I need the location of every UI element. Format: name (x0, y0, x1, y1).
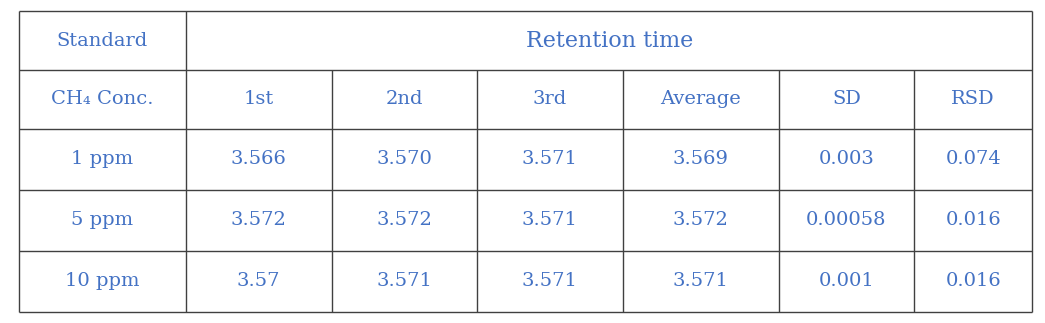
Text: 0.016: 0.016 (946, 272, 1001, 290)
Text: 0.074: 0.074 (946, 150, 1001, 168)
Text: 3.572: 3.572 (673, 211, 728, 229)
Text: 3.566: 3.566 (231, 150, 286, 168)
Text: 5 ppm: 5 ppm (71, 211, 134, 229)
Text: Average: Average (660, 90, 741, 108)
Text: 3.570: 3.570 (376, 150, 433, 168)
Text: 3.571: 3.571 (376, 272, 433, 290)
Text: RSD: RSD (951, 90, 995, 108)
Text: CH₄ Conc.: CH₄ Conc. (51, 90, 154, 108)
Text: 2nd: 2nd (386, 90, 423, 108)
Text: 3.571: 3.571 (521, 272, 578, 290)
Text: 0.016: 0.016 (946, 211, 1001, 229)
Text: 1 ppm: 1 ppm (71, 150, 134, 168)
Text: 3.569: 3.569 (673, 150, 728, 168)
Text: 3.57: 3.57 (237, 272, 280, 290)
Text: Retention time: Retention time (526, 30, 693, 52)
Text: 3.571: 3.571 (521, 150, 578, 168)
Text: 0.003: 0.003 (818, 150, 875, 168)
Text: 3.572: 3.572 (376, 211, 433, 229)
Text: 0.00058: 0.00058 (806, 211, 887, 229)
Text: 3.571: 3.571 (673, 272, 728, 290)
Text: 10 ppm: 10 ppm (65, 272, 140, 290)
Text: SD: SD (832, 90, 861, 108)
Text: Standard: Standard (56, 32, 148, 50)
Text: 3rd: 3rd (533, 90, 567, 108)
Text: 1st: 1st (243, 90, 274, 108)
Text: 3.572: 3.572 (231, 211, 286, 229)
Text: 0.001: 0.001 (818, 272, 875, 290)
Text: 3.571: 3.571 (521, 211, 578, 229)
